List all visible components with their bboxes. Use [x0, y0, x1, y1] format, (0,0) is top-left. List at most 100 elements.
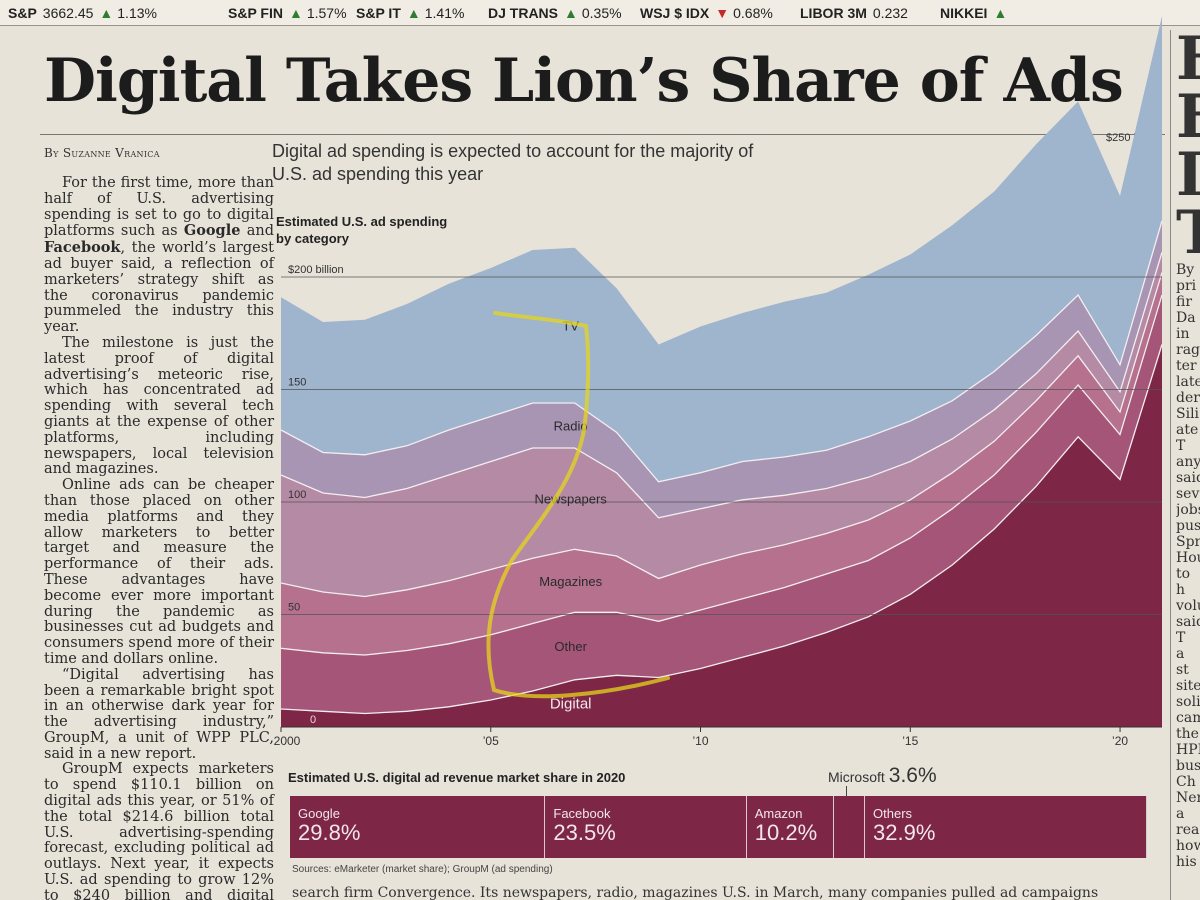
- adjacent-text-line: Sili: [1176, 406, 1200, 422]
- area-newspapers: [281, 252, 1162, 597]
- paragraph-2: The milestone is just the latest proof o…: [44, 334, 274, 478]
- google-bold: Google: [183, 222, 241, 240]
- boundary-digital: [280, 344, 1163, 715]
- share-value-amazon: 10.2%: [754, 820, 818, 845]
- microsoft-tick: [846, 786, 847, 796]
- byline: By Suzanne Vranica: [44, 146, 160, 160]
- paragraph-3: Online ads can be cheaper than those pla…: [44, 477, 274, 667]
- up-arrow-icon: ▲: [288, 5, 303, 21]
- series-label-magazines: Magazines: [539, 574, 602, 589]
- ticker-item: LIBOR 3M 0.232: [800, 5, 908, 21]
- x-tick-label: ’10: [693, 734, 709, 748]
- adjacent-text-line: camp: [1176, 710, 1200, 726]
- share-label-google: Google: [298, 806, 340, 821]
- boundary-newspapers: [280, 252, 1163, 519]
- adjacent-text-line: fir: [1176, 294, 1193, 310]
- highlighter-mark: [486, 311, 670, 699]
- paragraph-4: “Digital advertising has been a remarkab…: [44, 666, 274, 762]
- boundary-other: [280, 294, 1163, 656]
- adjacent-headline-letter: H: [1176, 30, 1200, 89]
- adjacent-text-line: Neri: [1176, 790, 1200, 806]
- up-arrow-icon: ▲: [406, 5, 421, 21]
- y-tick-label: $200 billion: [288, 264, 344, 276]
- series-label-digital: Digital: [550, 695, 592, 712]
- ticker-pct: 1.13%: [117, 5, 157, 21]
- ticker-item: S&P FIN ▲ 1.57%: [228, 5, 347, 21]
- adjacent-text-line: By: [1176, 262, 1195, 278]
- adjacent-text-line: his: [1176, 854, 1197, 870]
- ticker-name: S&P FIN: [228, 5, 283, 21]
- series-label-radio: Radio: [554, 419, 588, 434]
- up-arrow-icon: ▲: [564, 5, 578, 21]
- adjacent-text-line: how: [1176, 838, 1200, 854]
- adjacent-text-line: to h: [1176, 566, 1191, 598]
- adjacent-text-line: Ch: [1176, 774, 1196, 790]
- ticker-item: NIKKEI ▲: [940, 5, 1007, 21]
- ticker-value: 3662.45: [42, 5, 94, 21]
- y-tick-label: 150: [288, 377, 306, 389]
- ticker-item: S&P IT ▲ 1.41%: [356, 5, 464, 21]
- adjacent-text-line: in: [1176, 326, 1190, 342]
- x-tick-label: ’15: [902, 734, 918, 748]
- ticker-name: LIBOR 3M: [800, 5, 867, 21]
- market-share-bar: [290, 796, 1147, 858]
- top-rule: [40, 134, 1165, 135]
- y-tick-label: 0: [310, 714, 316, 726]
- share-label-amazon: Amazon: [754, 806, 803, 821]
- adjacent-text-line: T: [1176, 630, 1186, 646]
- ticker-name: DJ TRANS: [488, 5, 559, 21]
- boundary-radio: [280, 220, 1163, 483]
- ticker-item: S&P 3662.45 ▲ 1.13%: [8, 5, 157, 21]
- adjacent-text-line: jobs: [1176, 502, 1200, 518]
- share-segment-google: [290, 796, 546, 858]
- adjacent-text-line: a st: [1176, 646, 1189, 678]
- adjacent-text-line: HPE: [1176, 742, 1200, 758]
- paragraph-1: For the first time, more than half of U.…: [44, 175, 274, 336]
- up-arrow-icon: ▲: [993, 5, 1008, 21]
- boundary-magazines: [280, 272, 1163, 598]
- series-label-newspapers: Newspapers: [535, 492, 608, 507]
- adjacent-headline-letter: I: [1176, 140, 1200, 210]
- chart-subtitle: Estimated U.S. ad spending by category: [276, 214, 448, 246]
- adjacent-text-line: volu: [1176, 598, 1200, 614]
- adjacent-text-line: any: [1176, 454, 1200, 470]
- area-radio: [281, 220, 1162, 518]
- adjacent-text-line: sev: [1176, 486, 1200, 502]
- y-tick-label: 100: [288, 489, 306, 501]
- bottom-partial-text: search firm Convergence. Its newspapers,…: [292, 885, 1099, 900]
- area-magazines: [281, 272, 1162, 655]
- y-tick-label: 50: [288, 602, 300, 614]
- share-value-google: 29.8%: [298, 820, 361, 845]
- paragraph-5: GroupM expects marketers to spend $110.1…: [44, 761, 274, 900]
- share-label-others: Others: [873, 806, 913, 821]
- share-segment-facebook: [545, 796, 747, 858]
- adjacent-text-line: Hou: [1176, 550, 1200, 566]
- microsoft-label: Microsoft 3.6%: [828, 764, 937, 787]
- adjacent-text-line: the: [1176, 726, 1199, 742]
- adjacent-text-line: busin: [1176, 758, 1200, 774]
- adjacent-text-line: late: [1176, 374, 1200, 390]
- x-tick-label: ’20: [1112, 734, 1128, 748]
- ticker-name: S&P: [8, 5, 37, 21]
- ticker-name: WSJ $ IDX: [640, 5, 710, 21]
- adjacent-text-line: said: [1176, 470, 1200, 486]
- adjacent-text-line: a rea: [1176, 806, 1200, 838]
- ticker-value: 0.232: [872, 5, 908, 21]
- ticker-item: WSJ $ IDX ▼ 0.68%: [640, 5, 773, 21]
- column-rule: [1170, 30, 1171, 900]
- series-label-other: Other: [554, 639, 587, 654]
- facebook-bold: Facebook: [44, 239, 121, 257]
- adjacent-text-line: pri: [1176, 278, 1197, 294]
- adjacent-text-line: T: [1176, 438, 1186, 454]
- x-tick-label: 2000: [274, 734, 301, 748]
- share-value-facebook: 23.5%: [553, 820, 616, 845]
- adjacent-text-line: said: [1176, 614, 1200, 630]
- headline: Digital Takes Lion’s Share of Ads: [44, 46, 1124, 116]
- adjacent-text-line: Spr: [1176, 534, 1200, 550]
- share-value-others: 32.9%: [873, 820, 936, 845]
- up-arrow-icon: ▲: [99, 5, 114, 21]
- adjacent-headline-letter: E: [1176, 82, 1200, 152]
- ticker-pct: 1.57%: [306, 5, 347, 21]
- adjacent-text-line: ate: [1176, 422, 1199, 438]
